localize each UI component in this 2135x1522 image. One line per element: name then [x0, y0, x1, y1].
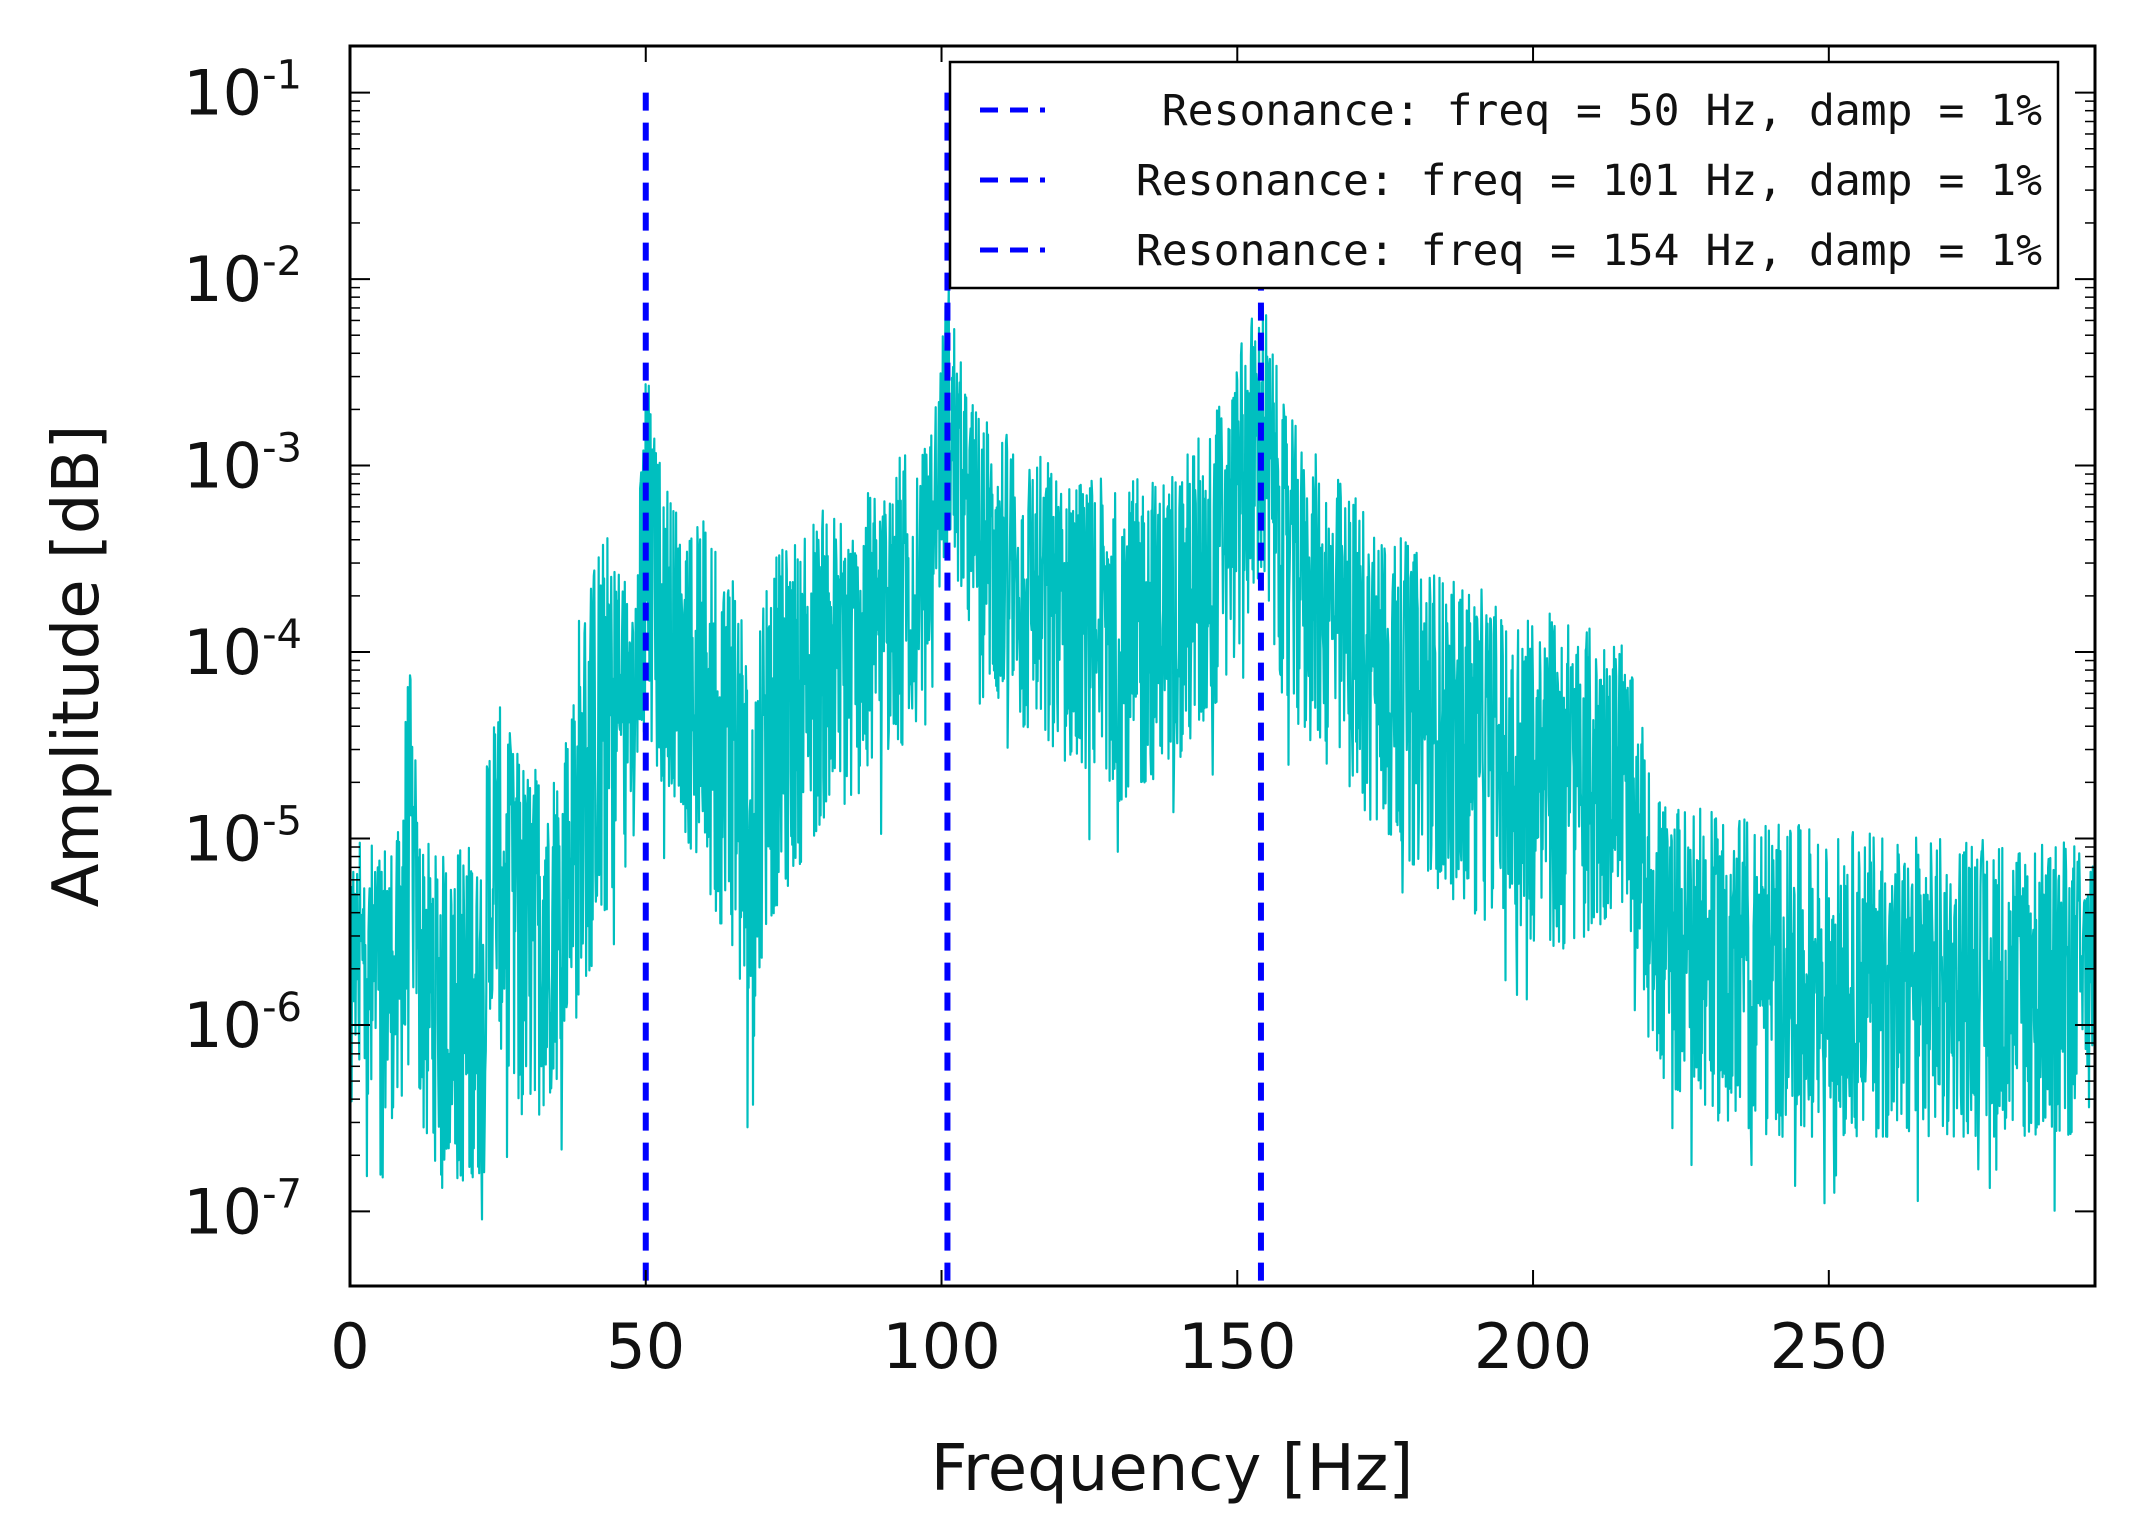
spectrum-line	[348, 284, 2097, 1221]
legend-box	[948, 60, 2060, 290]
x-tick-label: 100	[882, 1310, 1000, 1383]
x-axis-label: Frequency [Hz]	[931, 1432, 1414, 1506]
y-tick-label: 10-3	[183, 426, 302, 503]
y-tick-base: 10	[183, 243, 262, 316]
y-axis-label: Amplitude [dB]	[40, 425, 114, 908]
y-tick-base: 10	[183, 802, 262, 875]
y-tick-exponent: -5	[262, 798, 302, 844]
y-tick-base: 10	[183, 1175, 262, 1248]
y-tick-exponent: -3	[262, 426, 302, 472]
y-tick-label: 10-5	[183, 798, 302, 875]
y-tick-base: 10	[183, 989, 262, 1062]
y-tick-exponent: -2	[262, 239, 302, 285]
legend-label-1: Resonance: freq = 50 Hz, damp = 1%	[1162, 86, 2042, 136]
x-tick-label: 150	[1178, 1310, 1296, 1383]
y-tick-base: 10	[183, 616, 262, 689]
legend-label-3: Resonance: freq = 154 Hz, damp = 1%	[1136, 226, 2042, 276]
tick-layer: 0 50 100 150 200 25010-110-210-310-410-510-61…	[183, 46, 2095, 1383]
y-tick-exponent: -4	[262, 612, 302, 658]
legend: Resonance: freq = 50 Hz, damp = 1% Resona…	[948, 60, 2060, 290]
y-tick-base: 10	[183, 430, 262, 503]
y-tick-label: 10-1	[183, 53, 302, 130]
y-tick-base: 10	[183, 57, 262, 130]
legend-label-2: Resonance: freq = 101 Hz, damp = 1%	[1136, 156, 2042, 206]
y-tick-label: 10-7	[183, 1171, 302, 1248]
y-tick-label: 10-6	[183, 985, 302, 1062]
x-tick-label: 200	[1474, 1310, 1592, 1383]
x-tick-label: 250	[1770, 1310, 1888, 1383]
plot-frame	[348, 44, 2097, 1288]
y-tick-exponent: -7	[262, 1171, 302, 1217]
spectrum-layer	[348, 284, 2097, 1221]
y-tick-label: 10-2	[183, 239, 302, 316]
x-tick-label: 50	[606, 1310, 685, 1383]
x-tick-label: 0	[330, 1310, 369, 1383]
resonance-layer	[642, 92, 1264, 1286]
y-tick-exponent: -6	[262, 985, 302, 1031]
y-tick-exponent: -1	[262, 53, 302, 99]
y-tick-label: 10-4	[183, 612, 302, 689]
